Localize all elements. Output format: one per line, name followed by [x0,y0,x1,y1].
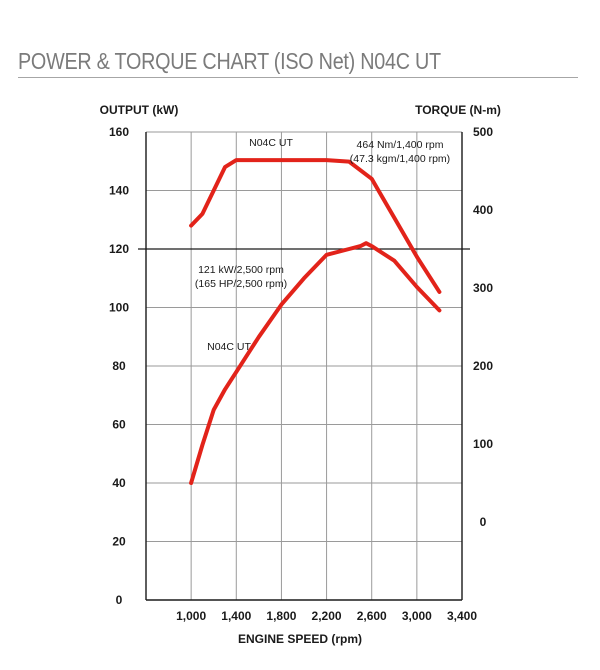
y2-tick-label-3: 300 [473,281,493,295]
output-curve [189,241,442,485]
y-tick-label-8: 160 [109,125,129,139]
y2-tick-label-5: 500 [473,125,493,139]
grid-lines [138,131,470,600]
x-tick-labels: 1,000 1,400 1,800 2,200 2,600 3,000 3,400 [176,609,477,623]
y-axis-title: OUTPUT (kW) [100,103,179,117]
y-tick-label-1: 20 [112,535,126,549]
power-series-label: N04C UT [207,341,251,353]
power-peak-alt-label: (165 HP/2,500 rpm) [195,278,287,290]
y2-axis-title: TORQUE (N-m) [415,103,501,117]
x-tick-label-1: 1,400 [221,609,251,623]
y2-tick-label-2: 200 [473,359,493,373]
y2-tick-label-1: 100 [473,437,493,451]
y-tick-label-6: 120 [109,242,129,256]
torque-peak-label: 464 Nm/1,400 rpm [357,139,444,151]
y-tick-label-0: 0 [116,593,123,607]
y2-tick-label-4: 400 [473,203,493,217]
x-tick-label-2: 1,800 [266,609,296,623]
x-axis-title: ENGINE SPEED (rpm) [238,632,362,646]
y-tick-labels: 0 20 40 60 80 100 120 140 160 [109,125,129,607]
data-series [189,158,442,485]
torque-peak-alt-label: (47.3 kgm/1,400 rpm) [350,153,450,165]
torque-curve [189,158,442,294]
x-tick-label-4: 2,600 [357,609,387,623]
page-title: POWER & TORQUE CHART (ISO Net) N04C UT [18,48,441,74]
y-tick-label-5: 100 [109,301,129,315]
title-divider [18,77,578,78]
x-tick-label-0: 1,000 [176,609,206,623]
x-tick-label-6: 3,400 [447,609,477,623]
power-peak-label: 121 kW/2,500 rpm [198,264,284,276]
y2-tick-labels: 0 100 200 300 400 500 [473,125,493,529]
torque-series-label: N04C UT [249,137,293,149]
y-tick-label-7: 140 [109,184,129,198]
y-tick-label-2: 40 [112,476,126,490]
x-tick-label-3: 2,200 [312,609,342,623]
y-tick-label-3: 60 [112,418,126,432]
plot-frame [145,132,463,601]
y2-tick-label-0: 0 [480,515,487,529]
y-tick-label-4: 80 [112,359,126,373]
x-tick-label-5: 3,000 [402,609,432,623]
